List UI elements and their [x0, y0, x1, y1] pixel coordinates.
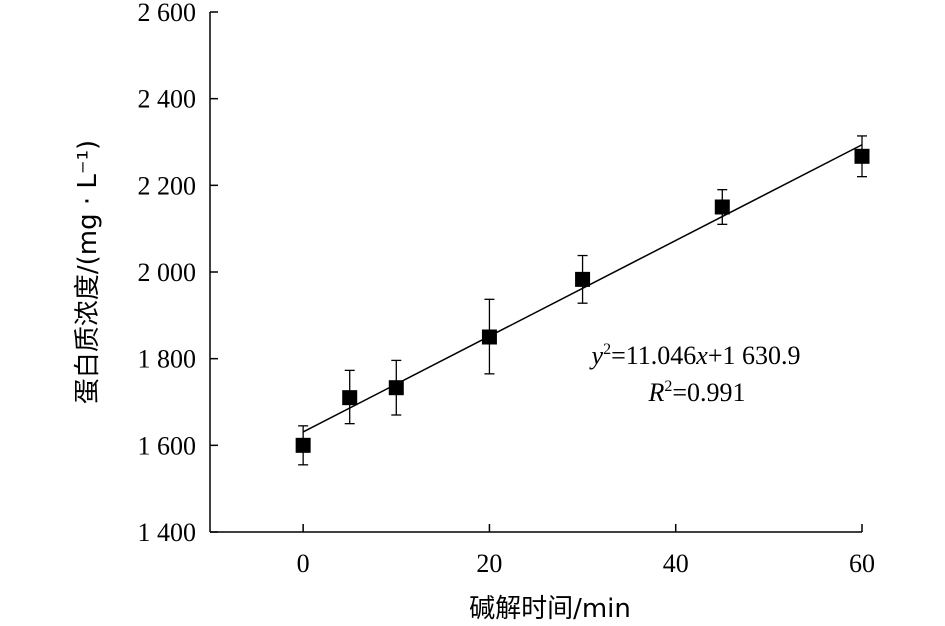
data-point — [575, 254, 591, 304]
y-tick-label: 2 200 — [138, 171, 197, 200]
point-marker — [481, 329, 497, 345]
point-marker — [295, 437, 311, 453]
eq-y-sup: 2 — [603, 341, 611, 358]
data-point — [714, 189, 730, 225]
point-marker — [342, 390, 358, 406]
x-tick-label: 60 — [849, 549, 875, 578]
y-tick-label: 1 600 — [138, 431, 197, 460]
r-sup: 2 — [664, 378, 672, 395]
r-tail: =0.991 — [672, 378, 745, 407]
point-marker — [854, 148, 870, 164]
data-point — [342, 369, 358, 425]
x-axis-title: 碱解时间/min — [469, 594, 631, 624]
y-tick-label: 2 600 — [138, 0, 197, 27]
y-tick-label: 2 400 — [138, 85, 197, 114]
data-point — [388, 359, 404, 416]
r-var: R — [647, 378, 664, 407]
x-tick-label: 0 — [297, 549, 310, 578]
x-tick-label: 40 — [663, 549, 689, 578]
point-marker — [714, 199, 730, 215]
data-point — [854, 135, 870, 178]
eq-tail: +1 630.9 — [708, 341, 801, 370]
y-axis-title: 蛋白质浓度/(mg · L⁻¹) — [73, 140, 103, 404]
y-tick-label: 1 400 — [138, 518, 197, 547]
eq-mid: =11.046 — [611, 341, 696, 370]
x-tick-label: 20 — [476, 549, 502, 578]
y-tick-label: 1 800 — [138, 345, 197, 374]
data-points-layer — [295, 135, 870, 466]
data-point — [481, 298, 497, 375]
eq-x-var: x — [695, 341, 708, 370]
data-point — [295, 425, 311, 466]
eq-y-var: y — [589, 341, 604, 370]
axes: 1 400 1 600 1 800 2 000 2 200 2 400 2 600 0 20 40… — [138, 0, 876, 578]
fit-equation: y2=11.046x+1 630.9 — [589, 341, 801, 370]
r-squared: R2=0.991 — [647, 378, 745, 407]
point-marker — [575, 271, 591, 287]
point-marker — [388, 380, 404, 396]
y-tick-label: 2 000 — [138, 258, 197, 287]
